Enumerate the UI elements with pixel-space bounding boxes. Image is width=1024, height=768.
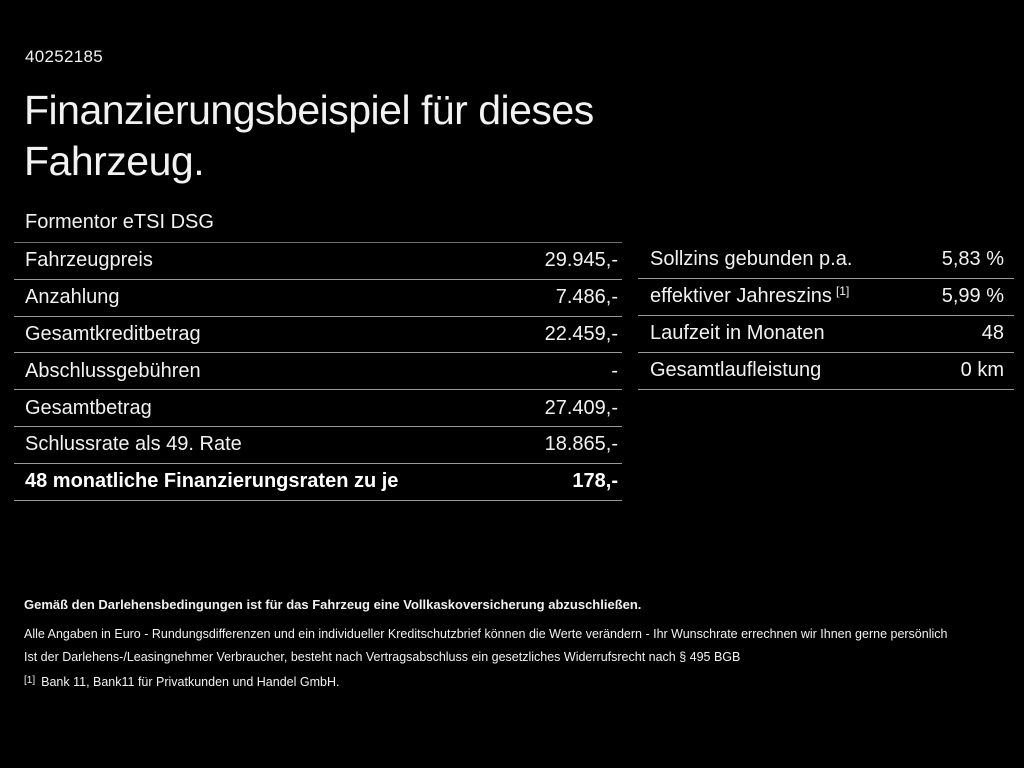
row-label-text: effektiver Jahreszins (650, 285, 832, 308)
table-row-abschlussgebuehren: Abschlussgebühren - (14, 353, 622, 391)
row-value: 18.865,- (544, 433, 618, 456)
interest-table: Sollzins gebunden p.a. 5,83 % effektiver… (638, 242, 1014, 390)
table-row-fahrzeugpreis: Fahrzeugpreis 29.945,- (14, 243, 622, 280)
row-value: 29.945,- (544, 249, 618, 272)
row-value: 22.459,- (544, 322, 618, 345)
finance-table: Fahrzeugpreis 29.945,- Anzahlung 7.486,-… (14, 242, 622, 501)
row-value: 5,83 % (941, 248, 1004, 271)
model-name: Formentor eTSI DSG (25, 211, 214, 233)
row-label: Schlussrate als 49. Rate (25, 433, 242, 456)
footnote: [1] Bank 11, Bank11 für Privatkunden und … (24, 674, 1014, 692)
footnote-superscript: [1] (835, 284, 850, 299)
row-label: Gesamtlaufleistung (650, 359, 822, 382)
row-value: - (611, 359, 618, 382)
table-row-monatsrate: 48 monatliche Finanzierungsraten zu je 1… (14, 464, 622, 501)
row-value: 5,99 % (941, 285, 1004, 308)
footer-disclaimer-1: Alle Angaben in Euro - Rundungsdifferenz… (24, 627, 948, 641)
footer-disclaimer-bold: Gemäß den Darlehensbedingungen ist für d… (24, 597, 642, 612)
row-value: 178,- (572, 470, 618, 493)
row-label: 48 monatliche Finanzierungsraten zu je (25, 470, 399, 493)
footnote-text: Bank 11, Bank11 für Privatkunden und Han… (41, 675, 340, 689)
row-label: Gesamtbetrag (25, 396, 152, 419)
page-title: Finanzierungsbeispiel für dieses Fahrzeu… (24, 85, 594, 187)
table-row-laufzeit: Laufzeit in Monaten 48 (638, 316, 1014, 353)
vehicle-id: 40252185 (25, 47, 104, 66)
footer-disclaimers: Gemäß den Darlehensbedingungen ist für d… (24, 597, 1014, 692)
row-value: 0 km (960, 359, 1004, 382)
table-row-effektiver-jahreszins: effektiver Jahreszins [1] 5,99 % (638, 279, 1014, 316)
row-value: 27.409,- (544, 396, 618, 419)
page-title-line2: Fahrzeug. (24, 138, 205, 184)
table-row-gesamtkreditbetrag: Gesamtkreditbetrag 22.459,- (14, 317, 622, 354)
row-value: 7.486,- (555, 286, 618, 309)
row-label: Abschlussgebühren (25, 359, 201, 382)
row-label: Anzahlung (25, 286, 120, 309)
table-row-gesamtlaufleistung: Gesamtlaufleistung 0 km (638, 353, 1014, 390)
row-label: Laufzeit in Monaten (650, 322, 825, 345)
footnote-marker: [1] (24, 675, 36, 686)
table-row-gesamtbetrag: Gesamtbetrag 27.409,- (14, 390, 622, 427)
row-label: Gesamtkreditbetrag (25, 322, 201, 345)
table-row-schlussrate: Schlussrate als 49. Rate 18.865,- (14, 427, 622, 464)
table-row-sollzins: Sollzins gebunden p.a. 5,83 % (638, 242, 1014, 279)
row-value: 48 (981, 322, 1004, 345)
table-row-anzahlung: Anzahlung 7.486,- (14, 280, 622, 317)
row-label: Sollzins gebunden p.a. (650, 248, 853, 271)
row-label: Fahrzeugpreis (25, 249, 153, 272)
page-title-line1: Finanzierungsbeispiel für dieses (24, 87, 594, 133)
footer-disclaimer-2: Ist der Darlehens-/Leasingnehmer Verbrau… (24, 650, 741, 664)
row-label: effektiver Jahreszins [1] (650, 284, 850, 308)
